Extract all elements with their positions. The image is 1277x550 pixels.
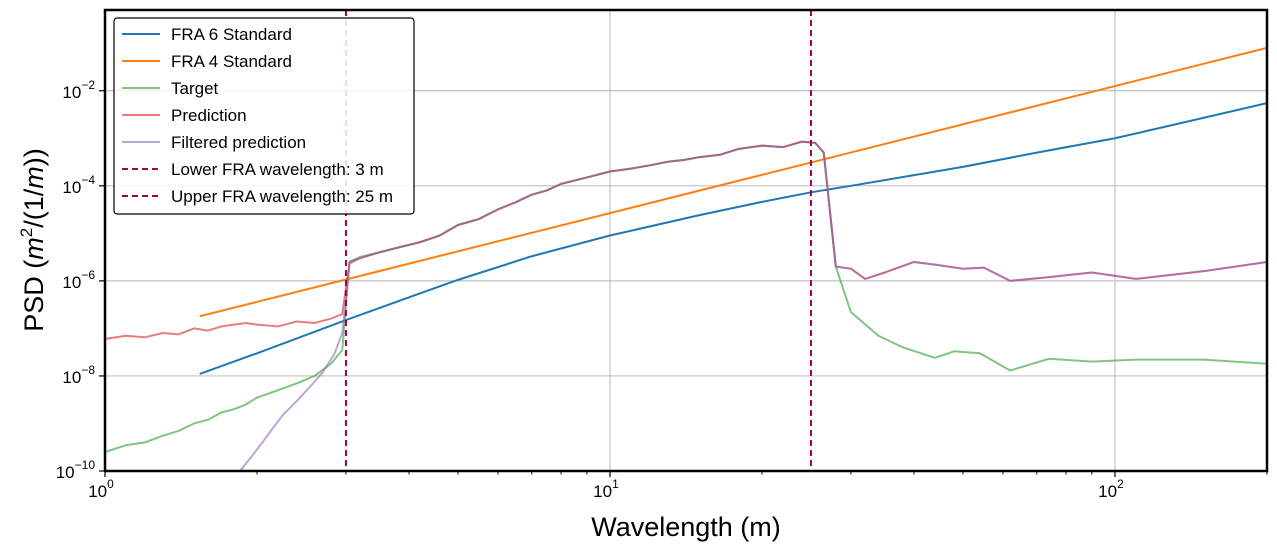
legend-label: Target — [171, 79, 219, 98]
legend-label: Prediction — [171, 106, 247, 125]
axis-ticks: 100 101 102 10−10 10−8 10−6 10−4 10−2 — [56, 78, 1268, 501]
y-tick-label: 10−10 — [56, 458, 96, 482]
legend-label: FRA 4 Standard — [171, 52, 292, 71]
y-tick-label: 10−6 — [62, 268, 95, 292]
y-tick-label: 10−4 — [62, 173, 95, 197]
legend-label: Filtered prediction — [171, 133, 306, 152]
y-tick-label: 10−2 — [62, 78, 95, 102]
legend-label: Lower FRA wavelength: 3 m — [171, 160, 384, 179]
y-axis-label: PSD (m2/(1/m)) — [17, 148, 49, 331]
series-fra-4-standard — [199, 46, 1267, 318]
series-layer — [105, 10, 1267, 471]
x-tick-label: 101 — [593, 477, 619, 501]
x-tick-label: 100 — [88, 477, 114, 501]
x-axis-label: Wavelength (m) — [591, 512, 781, 542]
legend-box — [113, 17, 415, 215]
x-tick-label: 102 — [1098, 477, 1124, 501]
series-filtered-prediction — [239, 140, 1267, 471]
plot-frame — [103, 8, 1269, 473]
legend-label: FRA 6 Standard — [171, 25, 292, 44]
legend-label: Upper FRA wavelength: 25 m — [171, 187, 393, 206]
series-fra-6-standard — [199, 102, 1267, 375]
plot-area — [105, 10, 1267, 471]
legend: FRA 6 Standard FRA 4 Standard Target Predic… — [113, 17, 415, 215]
y-tick-label: 10−8 — [62, 363, 95, 387]
